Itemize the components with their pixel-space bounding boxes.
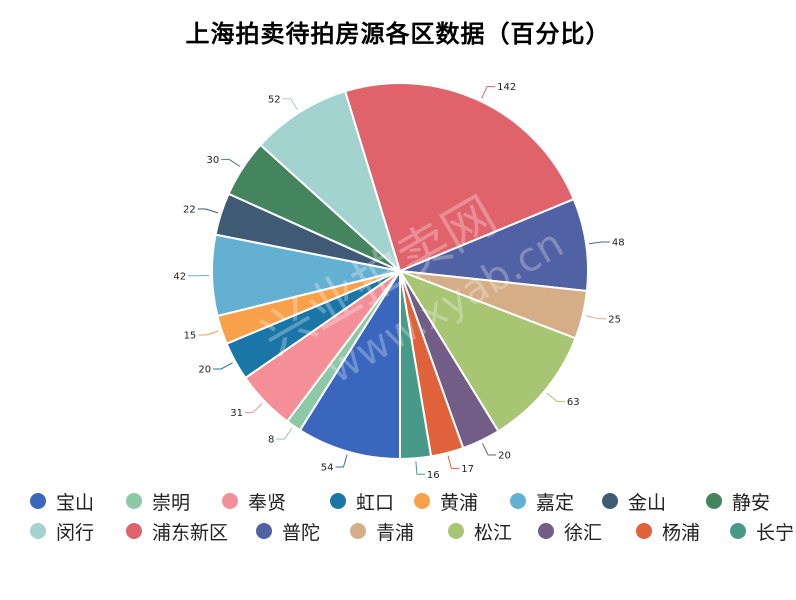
legend-marker-icon [602,493,618,509]
legend-item[interactable]: 静安 [706,488,770,514]
pie-slice-宝山[interactable] [298,267,401,461]
slice-value-label: 20 [198,365,211,376]
legend-label: 普陀 [282,521,321,544]
legend-label: 宝山 [56,491,95,514]
label-leader-line [589,241,610,245]
slice-value-label: 142 [497,82,516,93]
legend-marker-icon [448,523,464,539]
label-leader-line [447,455,460,469]
legend-marker-icon [636,523,652,539]
legend-label: 黄浦 [440,491,479,514]
label-leader-line [481,86,496,99]
pie-slice-浦东新区[interactable] [343,82,576,273]
slice-value-label: 22 [183,205,196,216]
slice-value-label: 52 [268,94,281,105]
legend-label: 杨浦 [662,521,701,544]
legend-label: 金山 [628,491,667,514]
pie-labels: 54 8 31 20 15 42 22 30 52 142 48 25 63 20 17 16 [173,82,624,481]
label-leader-line [213,362,233,370]
slice-value-label: 42 [173,271,186,282]
legend-label: 闵行 [56,521,95,544]
label-leader-line [221,158,241,167]
legend-marker-icon [126,523,142,539]
legend-marker-icon [30,523,46,539]
legend-marker-icon [730,523,746,539]
pie-slice-普陀[interactable] [399,197,590,293]
legend-label: 松江 [474,521,513,544]
label-leader-line [585,315,607,320]
legend-item[interactable]: 浦东新区 [126,518,228,544]
legend-marker-icon [222,493,238,509]
legend-label: 浦东新区 [152,521,229,544]
legend-marker-icon [538,523,554,539]
legend-item[interactable]: 宝山 [30,488,94,514]
legend-label: 崇明 [152,491,191,514]
pie-slice-松江[interactable] [397,269,577,433]
legend-label: 嘉定 [536,491,575,514]
pie-slice-闵行[interactable] [259,89,403,275]
slice-value-label: 63 [567,397,580,408]
slice-value-label: 54 [321,463,334,474]
legend-marker-icon [256,523,272,539]
legend-marker-icon [706,493,722,509]
legend-label: 青浦 [376,521,415,544]
legend-item[interactable]: 松江 [448,518,512,544]
slice-value-label: 8 [268,435,274,446]
legend-marker-icon [330,493,346,509]
legend-marker-icon [30,493,46,509]
legend-label: 长宁 [756,521,795,544]
chart-title: 上海拍卖待拍房源各区数据（百分比） [185,20,611,48]
legend-item[interactable]: 嘉定 [510,488,574,514]
pie-slice-长宁[interactable] [399,270,433,461]
legend-label: 静安 [732,491,771,514]
label-leader-line [282,98,299,111]
slice-value-label: 31 [230,408,243,419]
legend-item[interactable]: 徐汇 [538,518,602,544]
pie-slices [211,82,590,461]
slice-value-label: 25 [608,314,621,325]
label-leader-line [335,454,348,468]
legend-item[interactable]: 闵行 [30,518,94,544]
slice-value-label: 30 [206,155,219,166]
label-leader-line [198,330,219,336]
legend-item[interactable]: 崇明 [126,488,190,514]
slice-value-label: 16 [427,470,440,481]
legend-item[interactable]: 奉贤 [222,488,286,514]
legend-marker-icon [414,493,430,509]
legend-item[interactable]: 金山 [602,488,666,514]
label-leader-line [245,403,263,413]
label-leader-line [482,443,497,456]
legend-marker-icon [510,493,526,509]
slice-value-label: 48 [612,238,625,249]
label-leader-line [197,208,219,214]
legend-item[interactable]: 杨浦 [636,518,700,544]
legend-item[interactable]: 青浦 [350,518,414,544]
legend-label: 徐汇 [564,521,603,544]
legend-item[interactable]: 长宁 [730,518,794,544]
label-leader-line [276,428,293,440]
legend-label: 奉贤 [248,491,287,514]
slice-value-label: 20 [498,451,511,462]
label-leader-line [415,461,425,475]
label-leader-line [546,392,565,402]
legend-item[interactable]: 普陀 [256,518,320,544]
legend-label: 虹口 [356,491,395,514]
slice-value-label: 17 [461,464,474,475]
legend-item[interactable]: 虹口 [330,488,394,514]
legend-marker-icon [126,493,142,509]
legend-item[interactable]: 黄浦 [414,488,478,514]
slice-value-label: 15 [184,331,197,342]
legend-marker-icon [350,523,366,539]
